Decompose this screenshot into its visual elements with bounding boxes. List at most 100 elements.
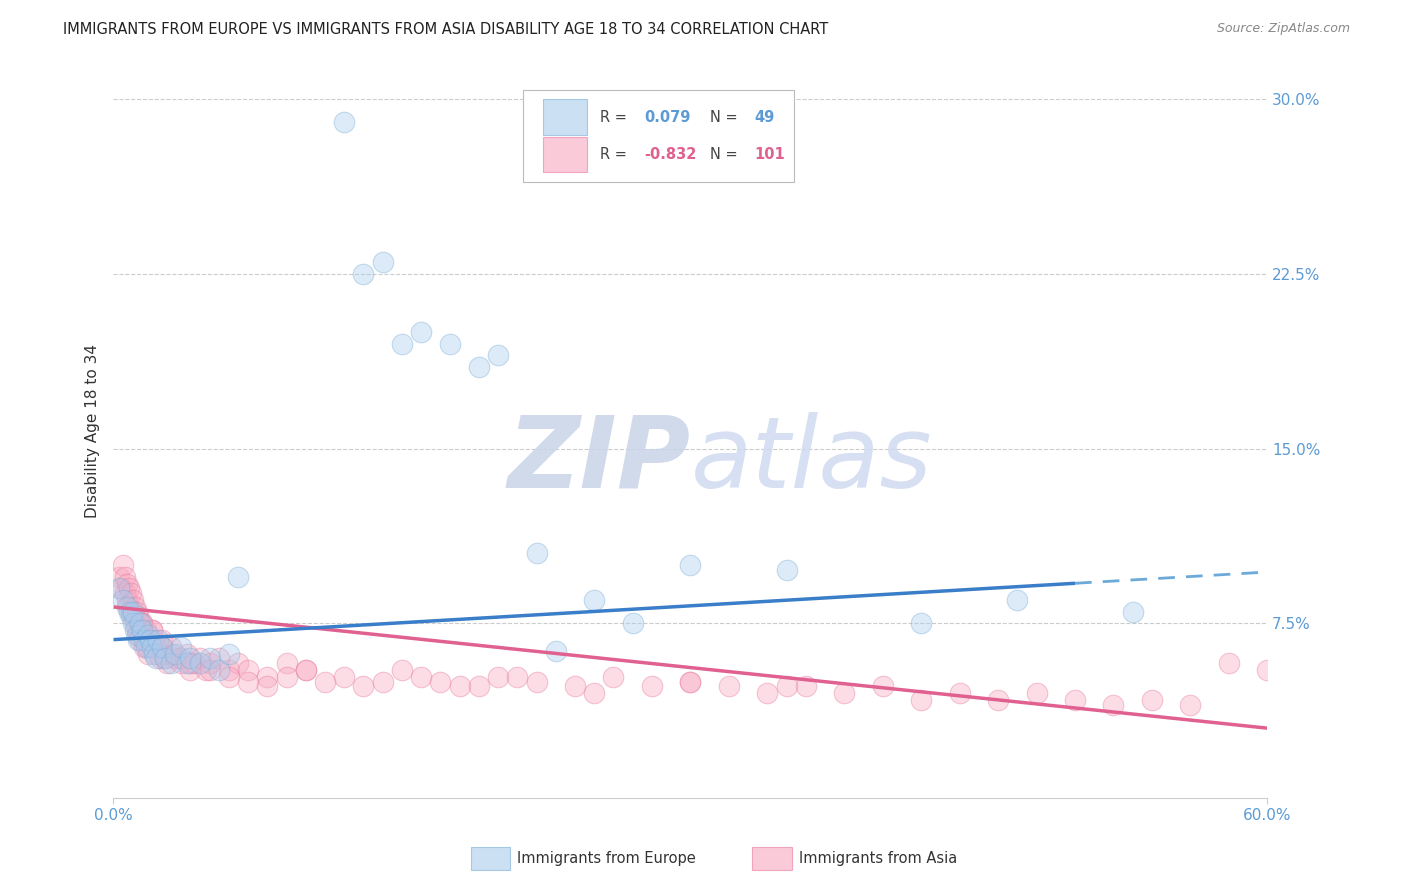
- Point: [108, 570, 131, 584]
- Point: [641, 679, 664, 693]
- Point: [544, 644, 567, 658]
- Point: [136, 628, 159, 642]
- Point: [228, 570, 250, 584]
- Point: [110, 582, 132, 596]
- Point: [583, 593, 606, 607]
- Point: [949, 686, 972, 700]
- Point: [276, 670, 298, 684]
- Point: [124, 616, 146, 631]
- Point: [353, 267, 375, 281]
- Point: [1122, 605, 1144, 619]
- Point: [256, 670, 278, 684]
- Point: [183, 656, 205, 670]
- Point: [115, 593, 138, 607]
- Point: [583, 686, 606, 700]
- Point: [194, 663, 217, 677]
- Point: [112, 558, 135, 572]
- Point: [486, 670, 509, 684]
- Point: [208, 663, 231, 677]
- Point: [120, 609, 142, 624]
- Point: [218, 670, 240, 684]
- Point: [120, 586, 142, 600]
- Point: [228, 656, 250, 670]
- Point: [775, 563, 797, 577]
- Point: [411, 670, 433, 684]
- FancyBboxPatch shape: [523, 90, 794, 181]
- Point: [121, 593, 143, 607]
- Point: [131, 616, 153, 631]
- Point: [526, 546, 548, 560]
- Point: [149, 651, 172, 665]
- Point: [150, 632, 173, 647]
- Point: [141, 624, 163, 638]
- Point: [679, 674, 702, 689]
- Point: [118, 605, 141, 619]
- Point: [170, 651, 193, 665]
- Point: [1025, 686, 1047, 700]
- Text: ZIP: ZIP: [508, 412, 690, 509]
- Point: [125, 624, 148, 638]
- Point: [1007, 593, 1029, 607]
- Point: [832, 686, 855, 700]
- Point: [120, 605, 142, 619]
- Point: [145, 640, 167, 654]
- Point: [1064, 693, 1087, 707]
- Point: [333, 115, 356, 129]
- Point: [236, 663, 259, 677]
- Point: [135, 640, 157, 654]
- Point: [506, 670, 529, 684]
- Point: [188, 656, 211, 670]
- Point: [136, 640, 159, 654]
- Point: [145, 651, 167, 665]
- Point: [118, 599, 141, 614]
- Point: [160, 647, 183, 661]
- Point: [176, 656, 198, 670]
- Point: [910, 693, 932, 707]
- Point: [142, 647, 165, 661]
- Text: R =: R =: [600, 110, 631, 125]
- Point: [621, 616, 644, 631]
- Point: [125, 605, 148, 619]
- Text: Immigrants from Europe: Immigrants from Europe: [517, 852, 696, 866]
- Point: [371, 674, 394, 689]
- Point: [128, 632, 150, 647]
- Point: [152, 647, 174, 661]
- Point: [198, 663, 221, 677]
- Point: [141, 640, 163, 654]
- Bar: [543, 136, 586, 172]
- Point: [129, 632, 152, 647]
- Point: [112, 593, 135, 607]
- Point: [135, 624, 157, 638]
- Point: [371, 255, 394, 269]
- Y-axis label: Disability Age 18 to 34: Disability Age 18 to 34: [86, 344, 100, 518]
- Point: [179, 663, 201, 677]
- Text: N =: N =: [710, 110, 742, 125]
- Point: [135, 632, 157, 647]
- Text: 0.079: 0.079: [644, 110, 690, 125]
- Point: [1102, 698, 1125, 712]
- Point: [756, 686, 779, 700]
- Point: [910, 616, 932, 631]
- Text: N =: N =: [710, 146, 742, 161]
- Point: [134, 628, 156, 642]
- Point: [142, 632, 165, 647]
- Point: [602, 670, 624, 684]
- Point: [256, 679, 278, 693]
- Point: [391, 663, 413, 677]
- Point: [218, 647, 240, 661]
- Point: [411, 325, 433, 339]
- Point: [115, 576, 138, 591]
- Point: [150, 640, 173, 654]
- Point: [124, 624, 146, 638]
- Point: [131, 624, 153, 638]
- Point: [121, 609, 143, 624]
- Point: [486, 348, 509, 362]
- Point: [333, 670, 356, 684]
- Point: [163, 647, 186, 661]
- Point: [198, 656, 221, 670]
- Point: [150, 640, 173, 654]
- Point: [987, 693, 1010, 707]
- Point: [439, 336, 461, 351]
- Point: [429, 674, 451, 689]
- Point: [717, 679, 740, 693]
